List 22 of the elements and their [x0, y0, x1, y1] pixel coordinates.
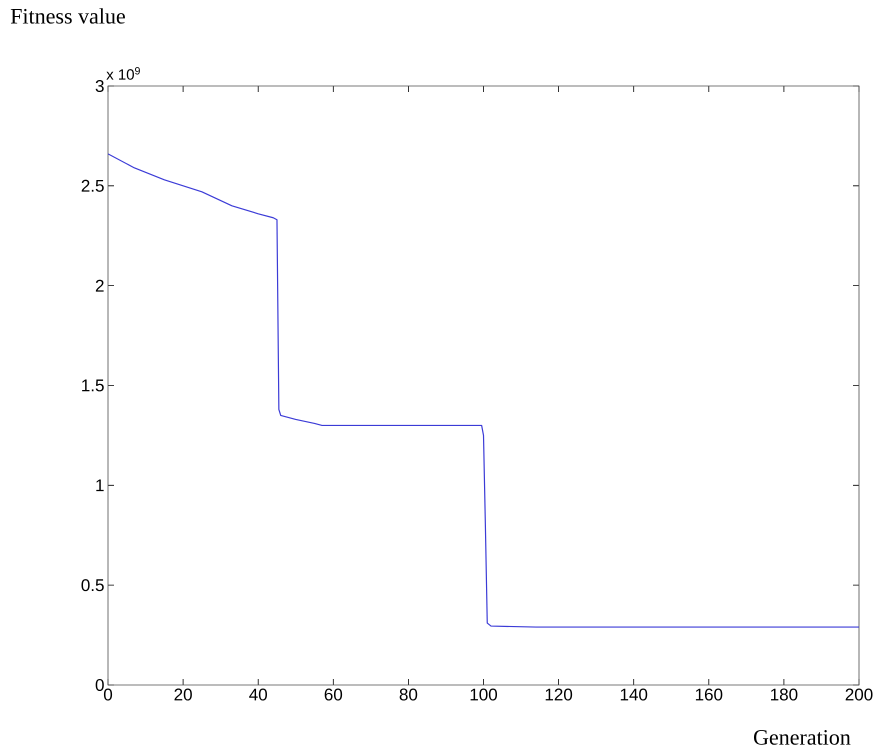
line-series — [108, 153, 859, 628]
x-tick-label: 200 — [846, 688, 873, 701]
y-tick-label: 0.5 — [81, 579, 104, 592]
text: x 10$^{9}$ — [106, 67, 140, 80]
x-tick-label: 0 — [104, 688, 112, 701]
y-tick-label: 0 — [96, 678, 104, 692]
x-tick-label: 100 — [470, 688, 498, 701]
x-tick-label: 20 — [174, 688, 192, 701]
y-tick-label: 1 — [96, 479, 104, 492]
x-tick-label: 120 — [546, 688, 572, 701]
y-tick-label: 2 — [96, 280, 104, 292]
y-tick-label: 3 — [96, 80, 104, 92]
x-tick-label: 180 — [771, 688, 798, 701]
x-tick-label: 60 — [324, 688, 342, 701]
y-tick-label: 2.5 — [82, 180, 104, 192]
x-tick-label: 80 — [400, 688, 418, 701]
x-tick-label: 160 — [696, 688, 722, 701]
y-tick-label: 1.5 — [82, 380, 104, 392]
x-tick-label: 40 — [249, 688, 267, 701]
y-axis-title: Fitness value — [10, 8, 125, 24]
x-tick-label: 140 — [620, 688, 648, 701]
x-axis-title: Generation — [754, 730, 850, 745]
